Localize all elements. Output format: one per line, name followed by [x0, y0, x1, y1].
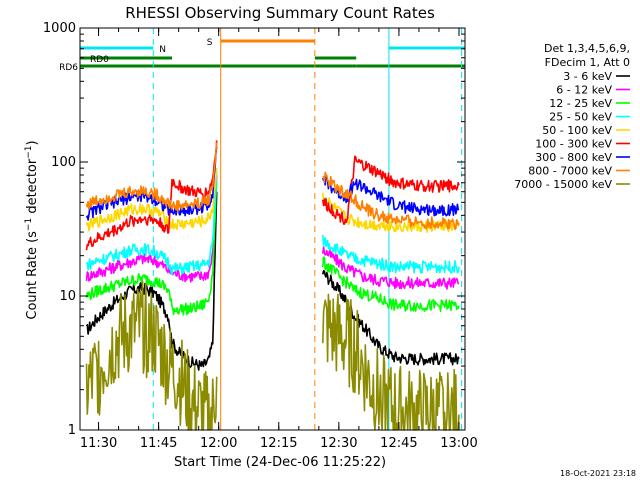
series-line [322, 234, 460, 274]
series-line [85, 191, 218, 371]
series-line [322, 256, 460, 313]
y-axis-label-pre: Count Rate (s [25, 231, 40, 320]
series-line [85, 142, 218, 213]
y-axis-label-post: ) [25, 140, 40, 145]
series-line [322, 269, 460, 366]
chart-title: RHESSI Observing Summary Count Rates [125, 4, 435, 22]
legend-header-2: FDecim 1, Att 0 [545, 56, 630, 69]
series-lines [85, 140, 460, 431]
y-axis-label-sup2: −1 [24, 145, 34, 158]
x-tick-label: 12:00 [200, 436, 237, 451]
series-line [322, 293, 460, 431]
series-line [85, 171, 218, 276]
series-line [85, 280, 218, 431]
x-axis-label: Start Time (24-Dec-06 11:25:22) [174, 455, 386, 470]
x-tick-label: 12:15 [260, 436, 297, 451]
plot-frame [79, 27, 466, 431]
x-tick-label: 11:30 [80, 436, 117, 451]
series-line [322, 171, 460, 230]
legend-entry-label: 3 - 6 keV [563, 70, 612, 83]
series-line [322, 155, 460, 225]
y-tick-label: 100 [51, 155, 76, 170]
flag-bars: N S RD0 RD6 [59, 38, 465, 73]
x-tick-label: 12:45 [380, 436, 417, 451]
x-tick-label: 12:30 [320, 436, 357, 451]
flag-label-n: N [159, 45, 166, 55]
legend-header-1: Det 1,3,4,5,6,9, [544, 42, 630, 55]
series-line [85, 174, 218, 283]
legend-entry-label: 25 - 50 keV [549, 111, 612, 124]
axes: 11:30 11:45 12:00 12:15 12:30 12:45 13:00 1 10 10… [43, 21, 478, 451]
legend-entry-label: 6 - 12 keV [556, 84, 612, 97]
flag-label-rd0: RD0 [90, 55, 109, 65]
flag-label-rd6: RD6 [59, 63, 78, 73]
y-axis-label-mid: detector [25, 158, 40, 218]
y-tick-label: 1000 [43, 21, 76, 36]
legend-entry-label: 12 - 25 keV [549, 97, 612, 110]
x-tick-label: 13:00 [440, 436, 477, 451]
series-line [85, 168, 218, 232]
series-line [85, 182, 218, 316]
y-tick-label: 10 [59, 289, 76, 304]
y-axis-label-group: Count Rate (s−1 detector−1) [24, 140, 40, 319]
y-axis-label-sup1: −1 [24, 218, 34, 231]
legend-entry-label: 50 - 100 keV [542, 124, 612, 137]
flag-label-s: S [207, 38, 213, 48]
x-tick-label: 11:45 [140, 436, 177, 451]
legend-entry-label: 7000 - 15000 keV [514, 178, 612, 191]
series-line [322, 246, 460, 290]
timestamp: 18-Oct-2021 23:18 [560, 469, 636, 478]
vertical-markers [152, 28, 463, 430]
legend-entry-label: 100 - 300 keV [535, 138, 612, 151]
legend-entry-label: 800 - 7000 keV [528, 165, 612, 178]
y-tick-label: 1 [68, 423, 76, 438]
legend-entry-label: 300 - 800 keV [535, 151, 612, 164]
y-axis-label: Count Rate (s−1 detector−1) [24, 140, 40, 319]
series-line [85, 140, 218, 251]
